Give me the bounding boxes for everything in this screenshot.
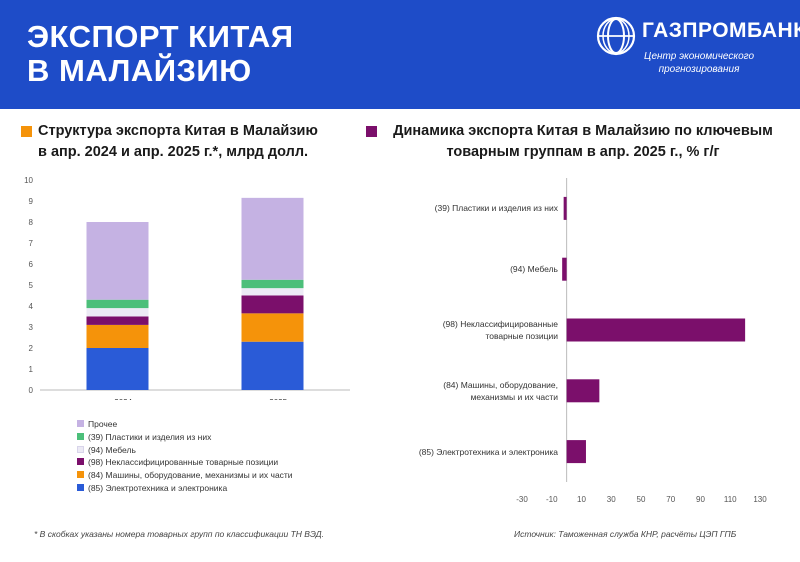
y-tick-label: 6	[29, 260, 34, 269]
category-label: (84) Машины, оборудование, механизмы и их…	[443, 379, 558, 403]
x-tick-label: 10	[577, 495, 586, 504]
brand-subtitle: Центр экономического прогнозирования	[634, 50, 764, 76]
left-title-marker	[21, 126, 32, 137]
category-label: (39) Пластики и изделия из них	[435, 202, 558, 214]
gazprombank-logo-icon	[596, 16, 636, 56]
legend-swatch	[77, 432, 84, 440]
x-tick-label: 110	[724, 495, 737, 504]
category-label-line: (98) Неклассифицированные	[442, 319, 558, 329]
x-tick-label: апр. 2025 г.	[252, 398, 294, 400]
category-label: (98) Неклассифицированные товарные позици…	[443, 318, 558, 342]
hbar	[563, 196, 567, 220]
legend-swatch	[77, 471, 84, 479]
stack-segment	[86, 348, 149, 390]
legend-swatch	[77, 484, 84, 491]
x-tick-label: 70	[666, 495, 675, 504]
stack-segment	[86, 316, 149, 325]
hbar	[566, 318, 746, 342]
y-tick-label: 4	[29, 302, 34, 311]
stack-segment	[241, 197, 304, 280]
stack-segment	[241, 279, 304, 289]
header-banner: ЭКСПОРТ КИТАЯ В МАЛАЙЗИЮ ГАЗПРОМБАНК Цен…	[0, 0, 800, 109]
horizontal-bar-chart: -30 -10 10 30 50 70 90 110 130	[516, 178, 767, 504]
legend-label: (39) Пластики и изделия из них	[88, 431, 212, 442]
x-tick-label: 50	[637, 495, 646, 504]
legend-swatch	[77, 458, 84, 466]
stack-segment	[86, 299, 149, 309]
stack-segment	[241, 341, 304, 390]
stack-segment	[241, 313, 304, 342]
left-chart-title-line1: Структура экспорта Китая в Малайзию	[38, 123, 318, 139]
stack-segment	[241, 295, 304, 314]
brand-subtitle-line1: Центр экономического	[643, 51, 755, 62]
stack-segment	[86, 222, 149, 300]
y-tick-label: 7	[29, 239, 34, 248]
page-title: ЭКСПОРТ КИТАЯ В МАЛАЙЗИЮ	[27, 20, 294, 88]
right-chart-title-line2: товарным группам в апр. 2025 г., % г/г	[446, 144, 720, 160]
legend-label: (94) Мебель	[88, 444, 136, 455]
legend-swatch	[77, 420, 84, 427]
legend-label: (84) Машины, оборудование, механизмы и и…	[88, 470, 293, 481]
legend-label: (85) Электротехника и электроника	[88, 483, 228, 493]
category-label-line: товарные позиции	[485, 331, 558, 341]
brand-subtitle-line2: прогнозирования	[658, 64, 740, 75]
y-tick-label: 3	[29, 323, 34, 332]
right-title-marker	[366, 126, 377, 137]
page-title-line2: В МАЛАЙЗИЮ	[27, 53, 252, 88]
legend-swatch	[77, 445, 84, 453]
category-label-line: механизмы и их части	[470, 391, 558, 402]
right-chart-title: Динамика экспорта Китая в Малайзию по кл…	[383, 121, 783, 163]
source-note: Источник: Таможенная служба КНР, расчёты…	[514, 529, 737, 539]
category-label-line: (84) Машины, оборудование,	[443, 379, 558, 390]
left-chart-title: Структура экспорта Китая в Малайзию в ап…	[38, 121, 318, 163]
y-tick-label: 0	[29, 386, 34, 395]
stack-segment	[86, 308, 149, 317]
y-tick-label: 8	[29, 218, 34, 227]
category-label-line: (94) Мебель	[510, 264, 558, 275]
y-tick-label: 10	[24, 176, 33, 185]
category-label-line: (85) Электротехника и электроника	[418, 446, 558, 457]
hbar	[562, 257, 567, 281]
x-tick-label: апр. 2024 г.	[97, 398, 139, 400]
left-chart-title-line2: в апр. 2024 и апр. 2025 г.*, млрд долл.	[38, 144, 309, 160]
y-tick-label: 9	[29, 197, 34, 206]
x-tick-label: 90	[696, 495, 705, 504]
y-tick-label: 1	[29, 365, 34, 374]
x-tick-label: 30	[607, 495, 616, 504]
x-tick-label: -10	[546, 495, 558, 504]
x-tick-label: -30	[516, 495, 528, 504]
category-label: (94) Мебель	[510, 263, 558, 275]
category-label: (85) Электротехника и электроника	[419, 446, 558, 458]
y-tick-label: 2	[29, 344, 34, 353]
legend-label: Прочее	[88, 419, 118, 429]
x-tick-label: 130	[753, 495, 767, 504]
stack-segment	[86, 324, 149, 348]
y-tick-label: 5	[29, 281, 34, 290]
category-label-line: (39) Пластики и изделия из них	[434, 203, 558, 214]
stack-segment	[241, 288, 304, 296]
hbar	[566, 440, 586, 464]
stacked-bar-chart: 0 1 2 3 4 5 6 7 8 9 10 апр. 2024 г. апр. 2025 г.	[24, 176, 350, 400]
footnote: * В скобках указаны номера товарных груп…	[34, 529, 324, 539]
legend-label: (98) Неклассифицированные товарные позиц…	[88, 457, 279, 468]
page-title-line1: ЭКСПОРТ КИТАЯ	[27, 19, 294, 54]
right-chart-title-line1: Динамика экспорта Китая в Малайзию по кл…	[393, 123, 773, 139]
brand-name: ГАЗПРОМБАНК	[642, 19, 800, 42]
hbar	[566, 379, 600, 403]
